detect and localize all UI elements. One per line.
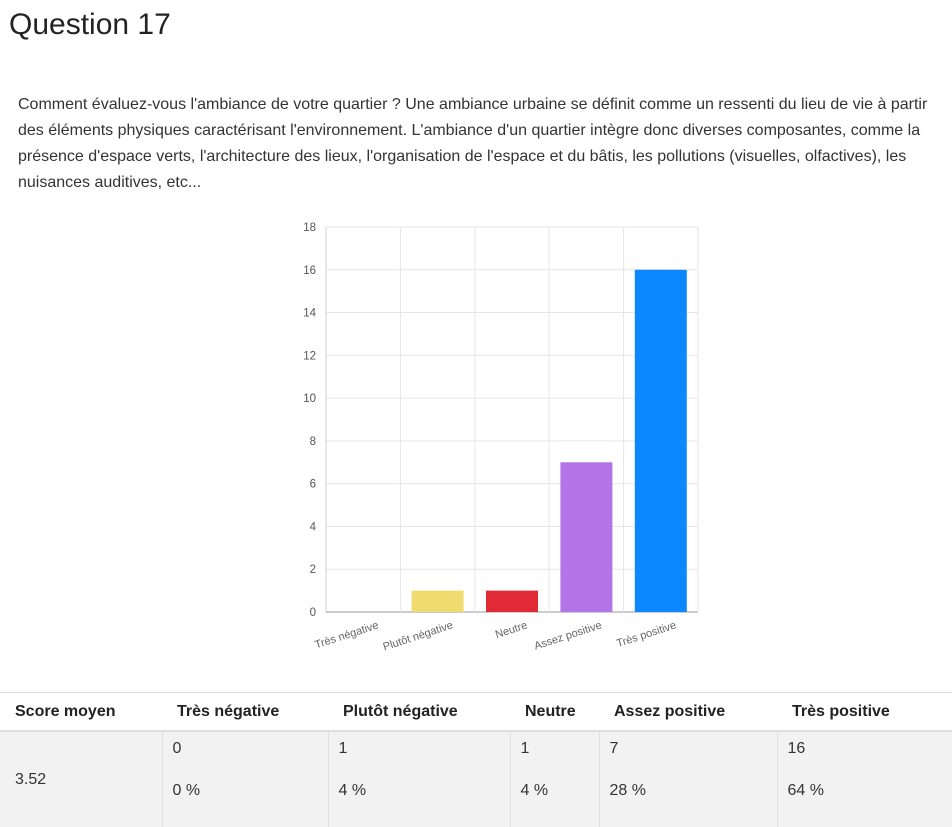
y-axis-ticks: 0 2 4 6 8 10 12 14 16 18 xyxy=(303,222,316,619)
bar-2 xyxy=(486,590,538,612)
percent-value: 4 % xyxy=(520,782,549,799)
y-tick-label: 14 xyxy=(303,308,316,320)
header-tres-negative: Très négative xyxy=(162,692,328,732)
bars xyxy=(411,269,687,612)
percent-value: 4 % xyxy=(338,782,367,799)
x-tick-label: Très négative xyxy=(313,619,380,651)
y-tick-label: 4 xyxy=(310,521,317,533)
results-data-row: 3.52 0 0 % 1 4 % 1 4 % 7 28 % 16 64 % xyxy=(0,731,952,827)
percent-value: 64 % xyxy=(787,782,824,799)
cell-tres-positive: 16 64 % xyxy=(777,731,952,827)
y-tick-label: 16 xyxy=(303,265,316,277)
percent-value: 28 % xyxy=(609,782,646,799)
x-axis-ticks: Très négative Plutôt négative Neutre Assez … xyxy=(313,619,677,653)
y-tick-label: 0 xyxy=(310,607,316,619)
x-tick-label: Plutôt négative xyxy=(382,619,455,653)
count-value: 1 xyxy=(520,740,530,757)
results-header-row: Score moyen Très négative Plutôt négativ… xyxy=(0,692,952,732)
bar-1 xyxy=(411,590,464,612)
bar-3 xyxy=(560,462,613,612)
count-value: 0 xyxy=(172,740,182,757)
x-tick-label: Très positive xyxy=(615,619,678,650)
x-tick-label: Neutre xyxy=(494,619,529,641)
y-tick-label: 6 xyxy=(310,479,316,491)
score-moyen-value: 3.52 xyxy=(0,731,163,827)
bar-4 xyxy=(634,269,687,612)
header-score-moyen: Score moyen xyxy=(0,692,162,732)
cell-neutre: 1 4 % xyxy=(510,731,600,827)
count-value: 1 xyxy=(338,740,348,757)
cell-tres-negative: 0 0 % xyxy=(162,731,329,827)
cell-plutot-negative: 1 4 % xyxy=(328,731,511,827)
results-table: Score moyen Très négative Plutôt négativ… xyxy=(0,692,952,827)
header-neutre: Neutre xyxy=(510,692,599,732)
y-tick-label: 8 xyxy=(310,436,316,448)
x-tick-label: Assez positive xyxy=(533,619,604,652)
header-assez-positive: Assez positive xyxy=(599,692,777,732)
y-tick-label: 2 xyxy=(310,564,316,576)
question-text: Comment évaluez-vous l'ambiance de votre… xyxy=(18,96,928,191)
count-value: 7 xyxy=(609,740,619,757)
page-title: Question 17 xyxy=(9,8,171,41)
header-tres-positive: Très positive xyxy=(777,692,952,732)
y-tick-label: 10 xyxy=(303,393,316,405)
count-value: 16 xyxy=(787,740,806,757)
percent-value: 0 % xyxy=(172,782,201,799)
header-plutot-negative: Plutôt négative xyxy=(328,692,510,732)
y-tick-label: 12 xyxy=(303,350,316,362)
y-tick-label: 18 xyxy=(303,222,316,234)
bar-chart: 0 2 4 6 8 10 12 14 16 18 Très négative Plutôt néga… xyxy=(303,222,699,653)
cell-assez-positive: 7 28 % xyxy=(599,731,778,827)
